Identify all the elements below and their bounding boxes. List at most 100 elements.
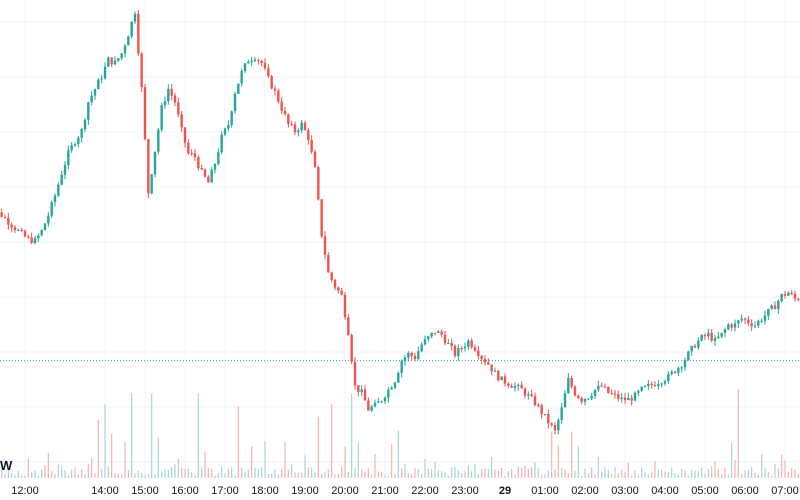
candle-body	[573, 386, 577, 396]
volume-bar	[737, 389, 739, 478]
candle-body	[183, 127, 187, 143]
volume-bar	[44, 465, 46, 478]
candle-body	[630, 397, 633, 401]
volume-bar	[194, 475, 196, 478]
volume-bar	[184, 468, 186, 478]
volume-bar	[701, 467, 703, 478]
volume-bar	[531, 467, 533, 478]
volume-bar	[81, 468, 83, 478]
volume-bar	[461, 473, 463, 478]
candle-body	[790, 292, 793, 295]
volume-bar	[604, 467, 606, 478]
candle-body	[240, 70, 243, 84]
volume-bar	[157, 437, 159, 478]
volume-bar	[494, 469, 496, 478]
volume-bar	[787, 471, 789, 478]
candle-body	[717, 336, 720, 339]
candle-body	[193, 153, 197, 158]
volume-bar	[627, 462, 629, 478]
candle-body	[213, 164, 217, 170]
volume-bar	[517, 466, 519, 478]
candle-body	[57, 184, 60, 196]
volume-bar	[267, 473, 269, 478]
candle-body	[507, 383, 510, 386]
volume-bar	[754, 472, 756, 478]
candle-body	[277, 90, 280, 102]
volume-bar	[207, 467, 209, 478]
volume-bar	[551, 431, 553, 478]
volume-bar	[314, 472, 316, 478]
candle-body	[433, 332, 437, 334]
candle-body	[483, 359, 487, 363]
volume-bar	[111, 433, 113, 478]
volume-bar	[221, 466, 223, 478]
volume-bar	[201, 466, 203, 478]
volume-bars	[1, 389, 799, 478]
x-axis: 12:00 14:00 15:00 16:00 17:00 18:00 19:00 20:00…	[11, 485, 799, 497]
volume-bar	[447, 475, 449, 478]
candle-body	[697, 340, 700, 348]
candle-body	[243, 63, 247, 71]
candle-body	[640, 386, 643, 391]
candle-body	[337, 287, 340, 291]
candle-body	[650, 384, 653, 386]
volume-bar	[714, 461, 716, 478]
volume-bar	[644, 471, 646, 478]
candle-body	[340, 290, 343, 295]
volume-bar	[654, 461, 656, 478]
volume-bar	[367, 468, 369, 478]
candle-body	[47, 215, 50, 224]
candle-body	[80, 129, 83, 138]
volume-bar	[687, 475, 689, 478]
candle-body	[663, 381, 667, 384]
volume-bar	[307, 467, 309, 478]
candle-body	[50, 202, 53, 216]
volume-bar	[771, 475, 773, 478]
candle-body	[653, 385, 657, 387]
volume-bar	[317, 416, 319, 478]
candle-body	[587, 398, 590, 400]
volume-bar	[124, 441, 126, 478]
candle-body	[610, 393, 613, 395]
candle-body	[570, 377, 573, 387]
candle-body	[773, 305, 777, 310]
candle-body	[237, 83, 240, 94]
candle-body	[563, 393, 567, 408]
volume-bar	[781, 454, 783, 478]
volume-bar	[154, 474, 156, 478]
candle-body	[607, 386, 610, 394]
candle-body	[170, 88, 173, 96]
volume-bar	[387, 475, 389, 478]
candle-body	[77, 137, 80, 145]
candle-body	[723, 329, 727, 333]
candle-body	[490, 364, 493, 372]
candle-body	[560, 407, 563, 421]
candle-body	[20, 229, 23, 231]
candle-body	[230, 111, 233, 126]
candle-body	[647, 384, 650, 386]
candle-body	[377, 401, 380, 403]
candle-body	[673, 371, 677, 373]
candle-body	[280, 101, 283, 111]
volume-bar	[534, 462, 536, 478]
volume-bar	[254, 467, 256, 478]
x-tick-label: 04:00	[651, 485, 679, 497]
volume-bar	[617, 473, 619, 478]
x-tick-label: 06:00	[731, 485, 759, 497]
volume-bar	[141, 472, 143, 478]
volume-bar	[391, 444, 393, 478]
candle-body	[200, 168, 203, 170]
volume-bar	[487, 468, 489, 478]
candle-body	[627, 397, 630, 401]
candle-body	[110, 57, 113, 65]
volume-bar	[291, 464, 293, 478]
x-tick-label: 07:00	[771, 485, 799, 497]
candle-body	[613, 393, 617, 395]
candle-body	[273, 88, 277, 91]
candle-body	[550, 423, 553, 426]
volume-bar	[451, 467, 453, 478]
volume-bar	[297, 472, 299, 478]
volume-bar	[97, 419, 99, 478]
volume-bar	[717, 469, 719, 478]
volume-bar	[791, 467, 793, 478]
